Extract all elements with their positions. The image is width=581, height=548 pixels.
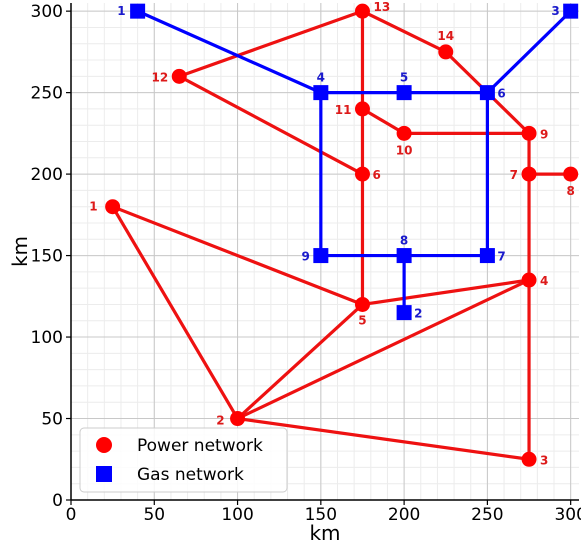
power-node-label-11: 11: [335, 103, 352, 117]
x-tick-label: 0: [66, 505, 77, 525]
gas-node-5: [396, 85, 412, 101]
gas-node-6: [479, 85, 495, 101]
x-tick-label: 50: [143, 505, 165, 525]
x-axis-title: km: [309, 521, 340, 545]
power-node-11: [354, 101, 370, 117]
legend-marker-gas: [96, 466, 112, 482]
legend: Power network Gas network: [79, 427, 288, 493]
gas-node-label-3: 3: [551, 4, 559, 18]
gas-node-4: [313, 85, 329, 101]
x-tick-label: 250: [471, 505, 503, 525]
y-tick-label: 150: [31, 247, 63, 267]
power-edge-2-5: [235, 302, 365, 421]
y-tick-label: 100: [31, 328, 63, 348]
power-edge-10-11: [360, 107, 406, 135]
power-edge-12-13: [177, 9, 365, 78]
power-node-label-14: 14: [437, 29, 454, 43]
power-node-label-13: 13: [373, 0, 390, 14]
power-node-6: [354, 166, 370, 182]
gas-node-label-8: 8: [400, 234, 408, 248]
gas-node-8: [396, 248, 412, 264]
power-edge-1-5: [111, 205, 365, 307]
x-tick-label: 150: [305, 505, 337, 525]
gas-edge-6-3: [485, 9, 573, 95]
power-node-10: [396, 125, 412, 141]
power-edges: [111, 9, 573, 461]
gas-node-label-7: 7: [497, 250, 505, 264]
power-node-label-10: 10: [396, 143, 413, 157]
power-node-2: [230, 411, 246, 427]
power-edge-2-3: [235, 416, 531, 461]
power-node-label-9: 9: [540, 127, 548, 141]
power-node-label-3: 3: [540, 453, 548, 467]
x-tick-label: 300: [554, 505, 581, 525]
gas-node-3: [563, 3, 579, 19]
power-edge-1-2: [111, 205, 240, 421]
power-node-label-4: 4: [540, 274, 548, 288]
power-nodes: [105, 3, 579, 467]
axes: 0 50 100 150 200 250 300 0 50 100 150 200 250 300 km km: [8, 2, 581, 545]
power-node-12: [171, 68, 187, 84]
power-node-4: [521, 272, 537, 288]
power-node-3: [521, 451, 537, 467]
power-node-label-5: 5: [358, 313, 366, 327]
y-tick-label: 0: [52, 491, 63, 511]
gas-node-label-1: 1: [117, 4, 125, 18]
power-edge-6-12: [177, 74, 365, 176]
y-tick-label: 50: [41, 410, 63, 430]
power-node-label-12: 12: [152, 70, 169, 84]
gas-node-label-4: 4: [317, 71, 325, 85]
power-node-7: [521, 166, 537, 182]
power-node-9: [521, 125, 537, 141]
gas-node-label-2: 2: [414, 307, 422, 321]
gas-node-label-6: 6: [497, 87, 505, 101]
legend-label: Gas network: [137, 465, 244, 485]
gas-node-label-5: 5: [400, 71, 408, 85]
gas-node-1: [130, 3, 146, 19]
power-node-1: [105, 199, 121, 215]
legend-box: [79, 427, 288, 493]
power-edge-4-5: [360, 278, 531, 307]
power-node-label-2: 2: [216, 414, 224, 428]
y-tick-label: 200: [31, 165, 63, 185]
power-node-label-7: 7: [510, 168, 518, 182]
gas-node-2: [396, 305, 412, 321]
y-tick-label: 250: [31, 84, 63, 104]
power-edge-13-14: [360, 9, 448, 54]
gas-node-label-9: 9: [301, 250, 309, 264]
power-edge-2-4: [235, 278, 531, 421]
power-node-5: [354, 296, 370, 312]
power-node-13: [354, 3, 370, 19]
gas-nodes: [130, 3, 579, 321]
power-node-8: [563, 166, 579, 182]
gas-edges: [136, 9, 573, 315]
x-tick-label: 100: [221, 505, 253, 525]
x-tick-label: 200: [388, 505, 420, 525]
gas-node-7: [479, 248, 495, 264]
power-node-label-1: 1: [89, 200, 97, 214]
y-axis-title: km: [8, 236, 32, 267]
power-node-label-8: 8: [566, 184, 574, 198]
y-tick-label: 300: [31, 2, 63, 22]
legend-label: Power network: [137, 436, 263, 456]
gas-node-9: [313, 248, 329, 264]
power-node-14: [438, 44, 454, 60]
power-node-label-6: 6: [372, 168, 380, 182]
legend-marker-power: [96, 437, 112, 453]
gas-edge-1-4: [136, 9, 323, 95]
